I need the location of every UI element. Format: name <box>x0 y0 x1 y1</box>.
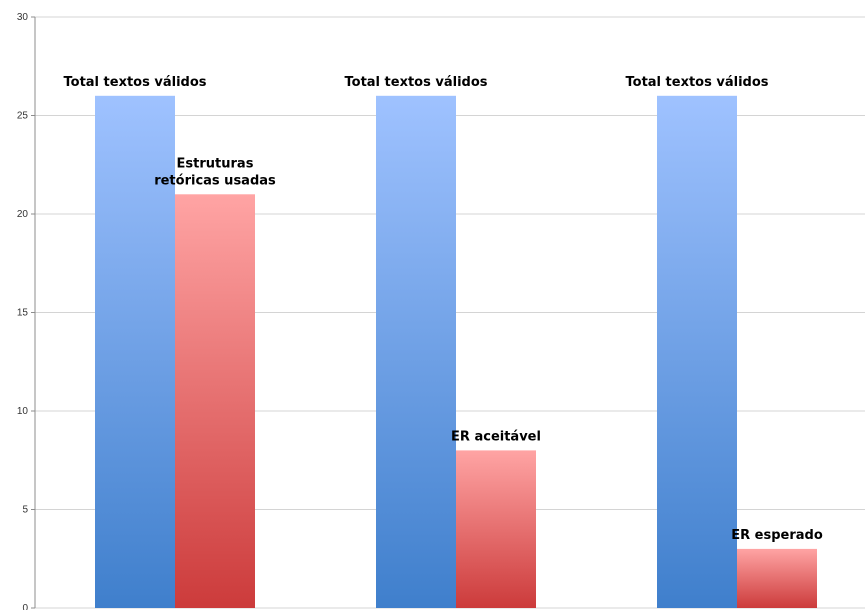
data-label-er-group-1: Estruturas retóricas usadas <box>154 156 276 188</box>
y-tick-label: 20 <box>17 209 29 220</box>
y-tick-label: 15 <box>17 308 29 319</box>
data-label-total-group-3: Total textos válidos <box>626 75 769 90</box>
y-tick-label: 30 <box>17 12 29 23</box>
data-label-total-group-2: Total textos válidos <box>345 75 488 90</box>
y-tick-label: 5 <box>22 505 28 516</box>
bar-er-group-2 <box>456 450 536 608</box>
data-label-er-group-2: ER aceitável <box>451 429 541 444</box>
y-axis-ticks: 0 5 10 15 20 25 30 <box>17 12 35 610</box>
data-labels: Total textos válidos Estruturas retóricas … <box>64 75 823 543</box>
y-tick-label: 0 <box>22 603 28 610</box>
data-label-er-group-3: ER esperado <box>731 528 823 543</box>
bar-er-group-3 <box>737 548 817 608</box>
bar-total-group-1 <box>95 95 175 609</box>
bars <box>95 95 817 609</box>
bar-er-group-1 <box>175 194 255 609</box>
bar-total-group-2 <box>376 95 456 609</box>
y-tick-label: 10 <box>17 406 29 417</box>
data-label-total-group-1: Total textos válidos <box>64 75 207 90</box>
bar-total-group-3 <box>657 95 737 609</box>
y-tick-label: 25 <box>17 111 29 122</box>
